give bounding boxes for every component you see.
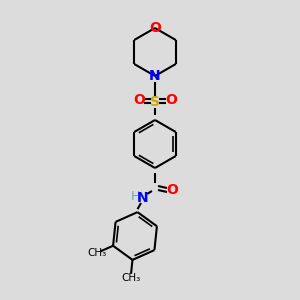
Text: N: N <box>137 191 149 205</box>
Text: N: N <box>149 69 161 83</box>
Text: CH₃: CH₃ <box>121 273 140 283</box>
Text: O: O <box>165 93 177 107</box>
Text: O: O <box>166 183 178 197</box>
Text: O: O <box>133 93 145 107</box>
Text: CH₃: CH₃ <box>87 248 106 258</box>
Text: O: O <box>149 21 161 35</box>
Text: S: S <box>150 95 160 109</box>
Text: H: H <box>130 190 140 203</box>
